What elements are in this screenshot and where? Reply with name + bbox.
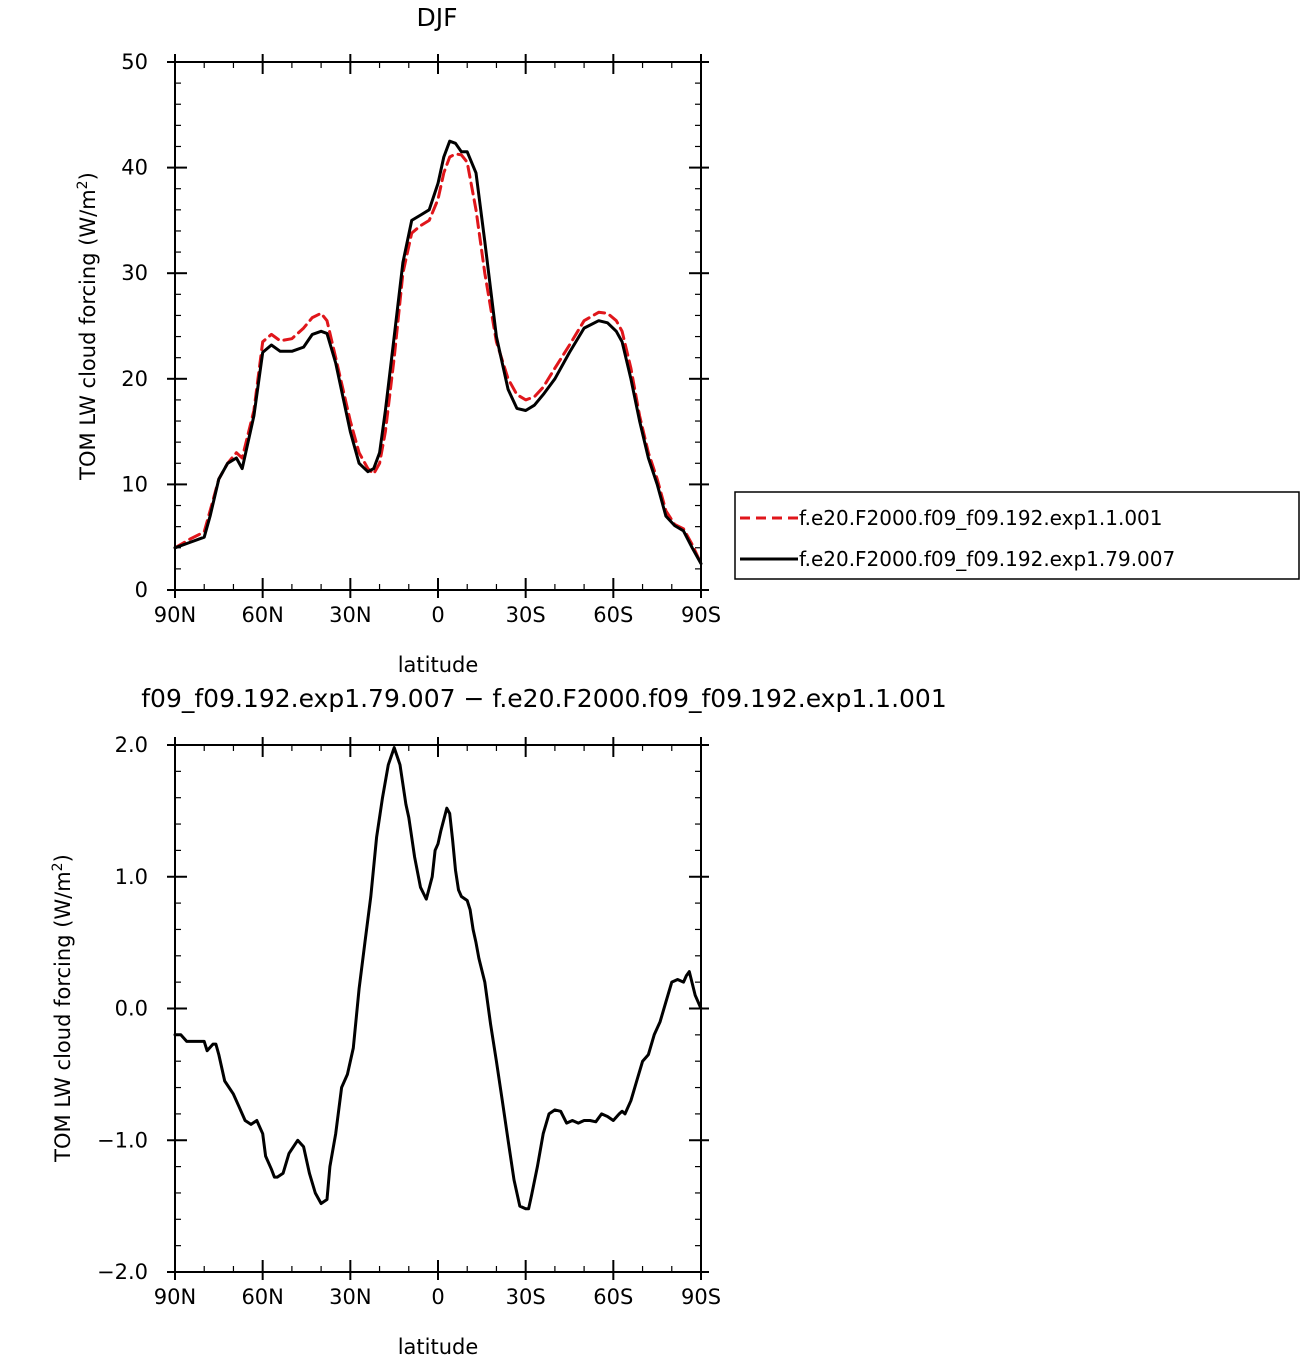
- x-tick-label: 90N: [154, 603, 196, 627]
- y-tick-label: 30: [121, 261, 148, 285]
- y-tick-label: 10: [121, 472, 148, 496]
- y-tick-label: 40: [121, 156, 148, 180]
- x-tick-label: 90N: [154, 1285, 196, 1309]
- x-tick-label: 0: [431, 1285, 444, 1309]
- legend: f.e20.F2000.f09_f09.192.exp1.1.001 f.e20…: [734, 491, 1300, 580]
- x-tick-label: 0: [431, 603, 444, 627]
- x-tick-label: 60N: [241, 603, 283, 627]
- difference-chart-title: f09_f09.192.exp1.79.007 − f.e20.F2000.f0…: [141, 684, 947, 713]
- x-tick-labels: 90N 60N 30N 0 30S 60S 90S: [154, 1285, 721, 1309]
- plot-frame: [174, 61, 702, 591]
- x-tick-label: 90S: [681, 1285, 721, 1309]
- series-line-1: [173, 746, 703, 1211]
- x-tick-label: 60S: [593, 603, 633, 627]
- x-tick-label: 30S: [506, 603, 546, 627]
- series-lines: [173, 746, 703, 1211]
- y-axis-label: TOM LW cloud forcing (W/m2): [75, 172, 100, 481]
- top-chart: DJF 90N 60N 30N 0 30S 60S 90S 0 10 20 30 40 50 lati…: [75, 3, 721, 677]
- y-tick-labels: −2.0 −1.0 0.0 1.0 2.0: [97, 733, 148, 1284]
- x-tick-label: 90S: [681, 603, 721, 627]
- series-line-1: [173, 152, 703, 566]
- series-lines: [173, 139, 703, 566]
- y-tick-label: −2.0: [97, 1260, 148, 1284]
- y-tick-label: 0: [135, 578, 148, 602]
- x-axis-label: latitude: [398, 653, 479, 677]
- legend-label-series-1: f.e20.F2000.f09_f09.192.exp1.1.001: [799, 506, 1163, 530]
- y-tick-label: 1.0: [115, 865, 148, 889]
- x-axis-label: latitude: [398, 1335, 479, 1359]
- bottom-chart: f09_f09.192.exp1.79.007 − f.e20.F2000.f0…: [50, 684, 947, 1359]
- x-tick-label: 60N: [241, 1285, 283, 1309]
- y-tick-label: 50: [121, 50, 148, 74]
- y-tick-label: 2.0: [115, 733, 148, 757]
- tick-marks: [167, 54, 709, 598]
- legend-label-series-2: f.e20.F2000.f09_f09.192.exp1.79.007: [799, 547, 1175, 571]
- plot-frame: [174, 744, 702, 1273]
- y-tick-label: −1.0: [97, 1128, 148, 1152]
- chart-title: DJF: [416, 3, 457, 32]
- x-tick-label: 30N: [329, 1285, 371, 1309]
- y-tick-label: 0.0: [115, 997, 148, 1021]
- tick-marks: [167, 737, 709, 1280]
- legend-box: [734, 491, 1300, 580]
- x-tick-label: 30S: [506, 1285, 546, 1309]
- series-line-2: [173, 139, 703, 566]
- x-tick-labels: 90N 60N 30N 0 30S 60S 90S: [154, 603, 721, 627]
- y-axis-label: TOM LW cloud forcing (W/m2): [50, 854, 75, 1163]
- y-tick-label: 20: [121, 367, 148, 391]
- y-tick-labels: 0 10 20 30 40 50: [121, 50, 148, 602]
- x-tick-label: 60S: [593, 1285, 633, 1309]
- x-tick-label: 30N: [329, 603, 371, 627]
